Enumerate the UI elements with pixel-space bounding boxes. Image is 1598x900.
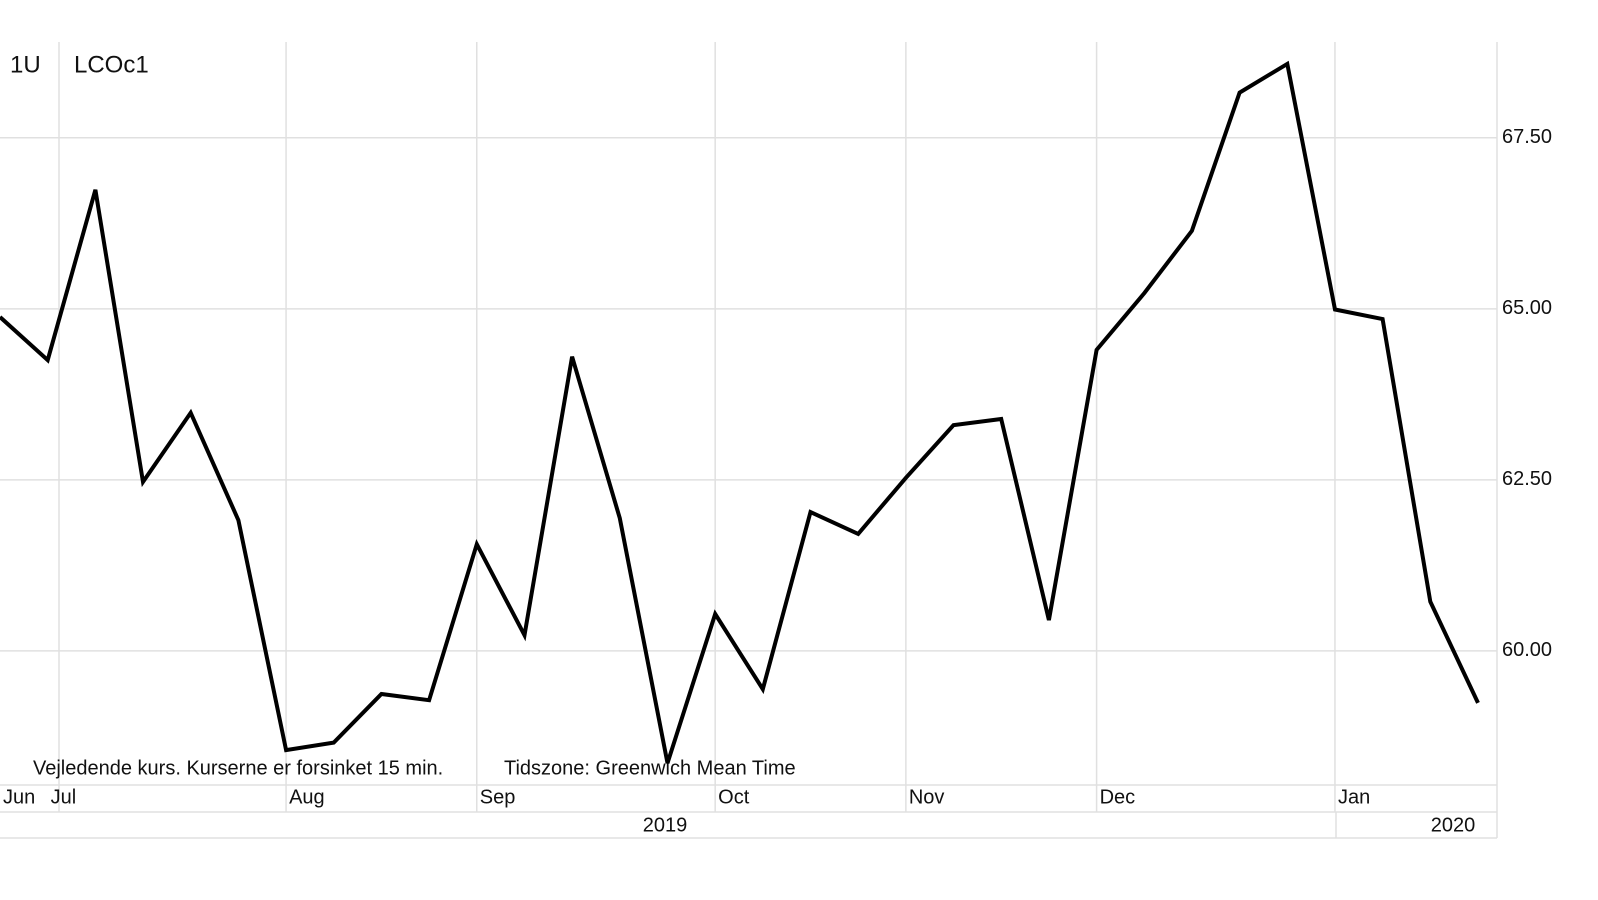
x-tick-label: Nov [909, 786, 945, 808]
x-tick-label: Jun [3, 786, 35, 808]
timezone: Tidszone: Greenwich Mean Time [504, 757, 796, 779]
x-tick-label: Sep [480, 786, 516, 808]
line-series [0, 60, 1480, 764]
y-tick-label: 65.00 [1502, 297, 1552, 319]
x-tick-label: Jul [51, 786, 77, 808]
y-tick-label: 62.50 [1502, 468, 1552, 490]
chart-title: LCOc1 [74, 51, 149, 78]
x-tick-label: Oct [718, 786, 750, 808]
y-tick-label: 67.50 [1502, 126, 1552, 148]
y-tick-label: 60.00 [1502, 639, 1552, 661]
x-tick-label: Jan [1338, 786, 1370, 808]
interval: 1U [10, 51, 41, 78]
footnote: Vejledende kurs. Kurserne er forsinket 1… [33, 757, 443, 779]
year-label: 2020 [1431, 814, 1476, 836]
x-tick-label: Dec [1100, 786, 1136, 808]
x-tick-label: Aug [289, 786, 325, 808]
year-label: 2019 [643, 814, 688, 836]
